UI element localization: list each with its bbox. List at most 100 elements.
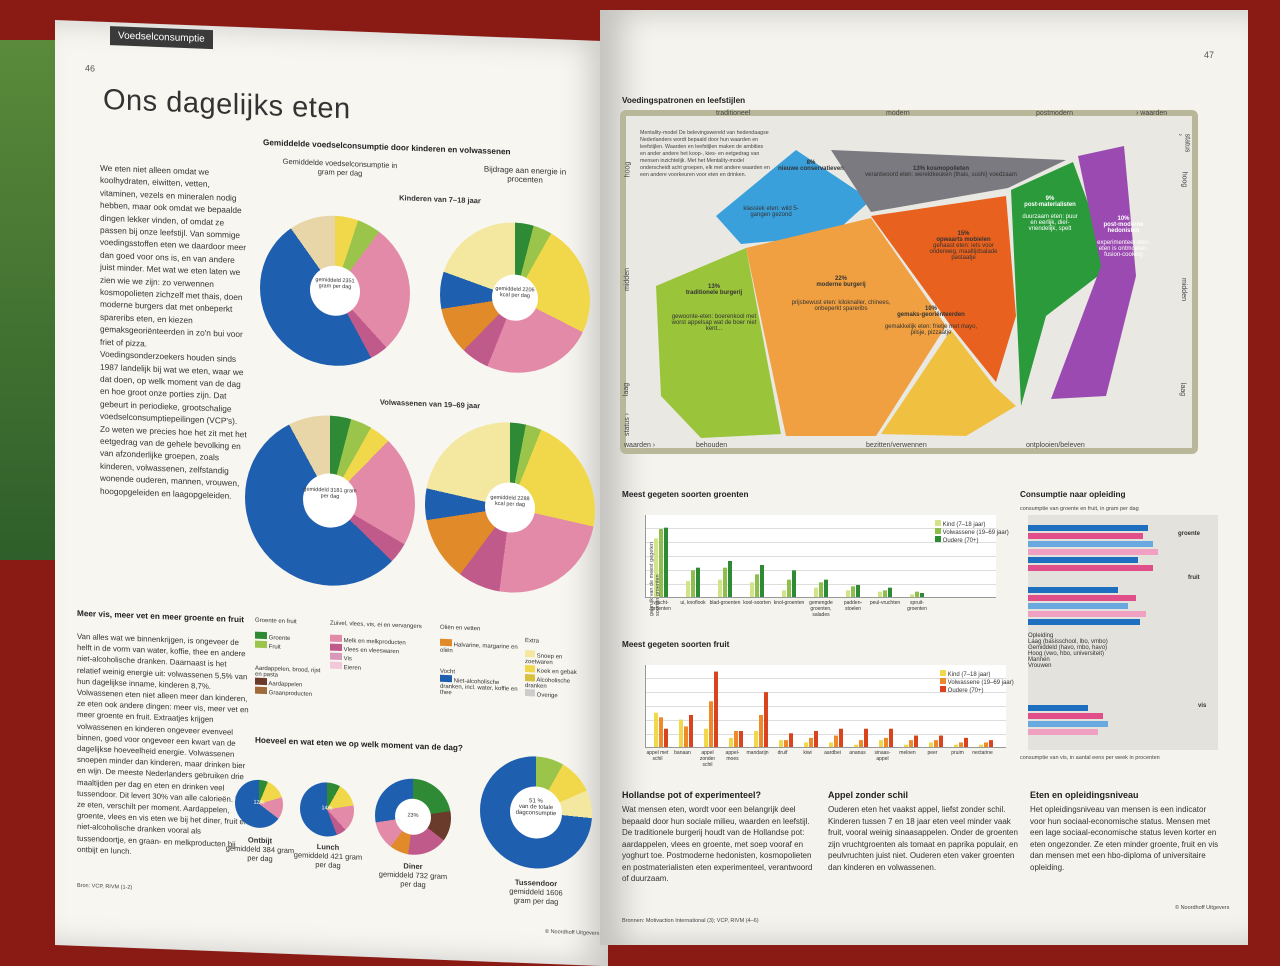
kids-label: Kinderen van 7–18 jaar <box>399 193 481 206</box>
bar-4-2 <box>764 692 768 747</box>
bar-7-1 <box>834 735 838 747</box>
legend-starch-group: Aardappelen, brood, rijst en pasta <box>255 665 321 679</box>
fig6-topnote: consumptie van groente en fruit, in gram… <box>1020 506 1139 512</box>
bar-8-0 <box>854 744 858 747</box>
fruit-bars <box>654 671 993 747</box>
category-label: appel-moes <box>725 750 740 762</box>
fig6-bottomnote: consumptie van vis, in aantal eens per w… <box>1020 755 1160 761</box>
adults-gram-center: gemiddeld 3181 gram per dag <box>303 486 357 500</box>
veg-categories: vrucht-groenten ui, knoflook blad-groenten… <box>645 600 995 620</box>
bar-6-1 <box>809 737 813 747</box>
legend-dairy-items: Melk en melkproducten Vlees en vleesware… <box>330 634 425 675</box>
bar-7-2 <box>839 728 843 747</box>
bar-6-0 <box>804 742 808 747</box>
sec2-title: Hoeveel en wat eten we op welk moment va… <box>255 735 463 753</box>
legend-oil-items: Halvarine, margarine en oliën <box>440 638 520 657</box>
seg-kos-food: verantwoord eten: wereldkeuken (thais, s… <box>865 172 1017 178</box>
category-label: padden-stoelen <box>843 600 863 612</box>
category-label: kiwi <box>803 750 812 756</box>
veg-legend-kind: Kind (7–18 jaar) <box>942 522 986 528</box>
legend-groente: Groente <box>268 635 291 643</box>
category-label: banaan <box>674 750 691 756</box>
legend-group-oils: Oliën en vetten <box>440 624 481 633</box>
segment-postmaterialisten <box>1011 162 1111 406</box>
fig6-bar <box>1028 611 1146 617</box>
meal-ontbijt-donut: 12% <box>235 778 283 829</box>
legend-koek: Koek en gebak <box>536 668 577 677</box>
legend-fluid-items: Vocht Niet-alcoholische dranken, incl. w… <box>440 669 520 699</box>
bar-12-1 <box>959 742 963 747</box>
fig6-legend: Opleiding Laag (basisschool, lbo, vmbo) Ge… <box>1028 633 1138 669</box>
bar-6-2 <box>814 731 818 747</box>
fig6-bar <box>1028 619 1140 625</box>
mentality-map <box>656 146 1136 438</box>
bar-8-0 <box>910 594 914 597</box>
seg-om-label: 15% opwaarts mobielen gehaast eten: iets v… <box>926 231 1001 261</box>
bar-6-2 <box>856 585 860 597</box>
bar-4-2 <box>792 570 796 597</box>
bar-0-1 <box>659 717 663 747</box>
seg-tb-name: traditionele burgerij <box>685 290 743 296</box>
fig6-bar <box>1028 565 1153 571</box>
category-label: blad-groenten <box>709 600 741 606</box>
category-label: nectarine <box>972 750 993 756</box>
bar-10-0 <box>904 744 908 747</box>
adults-label: Volwassenen van 19–69 jaar <box>379 397 481 411</box>
fig1-title: Gemiddelde voedselconsumptie door kinder… <box>263 137 511 157</box>
axis-bottom-bezitten: bezitten/verwennen <box>866 442 927 449</box>
fig6-bar <box>1028 595 1136 601</box>
veg-legend-oud: Oudere (70+) <box>942 538 979 544</box>
category-label: ananas <box>849 750 866 756</box>
legend-group-dairy: Zuivel, vlees, vis, ei en vervangers <box>330 620 422 631</box>
page-number-left: 46 <box>85 63 96 74</box>
bar-4-0 <box>754 731 758 747</box>
axis-top-traditioneel: traditioneel <box>716 110 751 117</box>
bar-2-0 <box>704 728 708 747</box>
category-label: peul-vruchten <box>869 600 901 606</box>
bar-4-1 <box>759 715 763 747</box>
bar-2-2 <box>714 671 718 747</box>
axis-bottom-behouden: behouden <box>696 442 728 449</box>
seg-mb-food: prijsbewust eten: kiloknaller, chinees, … <box>791 300 891 312</box>
bar-11-0 <box>929 742 933 747</box>
fig6-legend-mannen: Mannen <box>1028 657 1050 663</box>
veg-legend: Kind (7–18 jaar) Volwassene (19–69 jaar)… <box>935 520 1015 544</box>
legend-eieren: Eieren <box>343 665 362 672</box>
meal-tussendoor-label: Tussendoor gemiddeld 1606 gram per dag <box>500 877 572 907</box>
section-tab: Voedselconsumptie <box>110 26 213 50</box>
fig6-label-vis: vis <box>1198 703 1207 709</box>
fig6-bar <box>1028 549 1158 555</box>
bar-2-1 <box>709 701 713 747</box>
fig6-legend-vrouwen: Vrouwen <box>1028 663 1052 669</box>
tussendoor-pct-sub: van de totale dagconsumptie <box>515 803 557 818</box>
seg-pm-food: duurzaam eten: puur en eerlijk, dier-vri… <box>1022 214 1078 232</box>
category-label: appel met schil <box>646 750 669 762</box>
text6-title: Eten en opleidingsniveau <box>1030 790 1139 800</box>
bar-1-1 <box>691 570 695 597</box>
bar-9-1 <box>884 737 888 747</box>
meal-lunch-label: Lunch gemiddeld 421 gram per dag <box>293 841 363 871</box>
seg-om-pct: 15% <box>957 231 970 237</box>
seg-ph-food: experimenteel eten: eten is ontmoeten, f… <box>1097 240 1150 258</box>
kids-kcal-center: gemiddeld 2206 kcal per dag <box>495 285 535 300</box>
seg-tb-pct: 13% <box>707 284 720 290</box>
intro-text: We eten niet alleen omdat we koolhydrate… <box>100 162 248 503</box>
seg-kos-label: 13% kosmopolieten verantwoord eten: werel… <box>856 166 1026 178</box>
legend-veg-items: Groente Fruit <box>255 631 315 652</box>
fruit-legend-oud: Oudere (70+) <box>947 688 984 694</box>
bar-1-2 <box>689 715 693 747</box>
legend-starch-items: Aardappelen, brood, rijst en pasta Aarda… <box>255 666 325 699</box>
axis-top-modern: modern <box>886 110 910 117</box>
bar-7-1 <box>883 590 887 597</box>
seg-pm-label: 9% post-materialisten duurzaam eten: puur … <box>1021 196 1079 232</box>
meal-lunch-donut: 14% <box>300 781 354 838</box>
ontbijt-pct: 12% <box>253 799 265 807</box>
seg-pm-pct: 9% <box>1045 196 1055 202</box>
bar-5-2 <box>789 733 793 747</box>
bar-7-0 <box>878 591 882 597</box>
text3-title: Hollandse pot of experimenteel? <box>622 790 762 800</box>
bar-0-2 <box>664 728 668 747</box>
fig6-legend-laag: Laag (basisschool, lbo, vmbo) <box>1028 639 1108 645</box>
legend-vlees: Vlees en vleeswaren <box>343 647 400 656</box>
bar-1-0 <box>679 719 683 747</box>
